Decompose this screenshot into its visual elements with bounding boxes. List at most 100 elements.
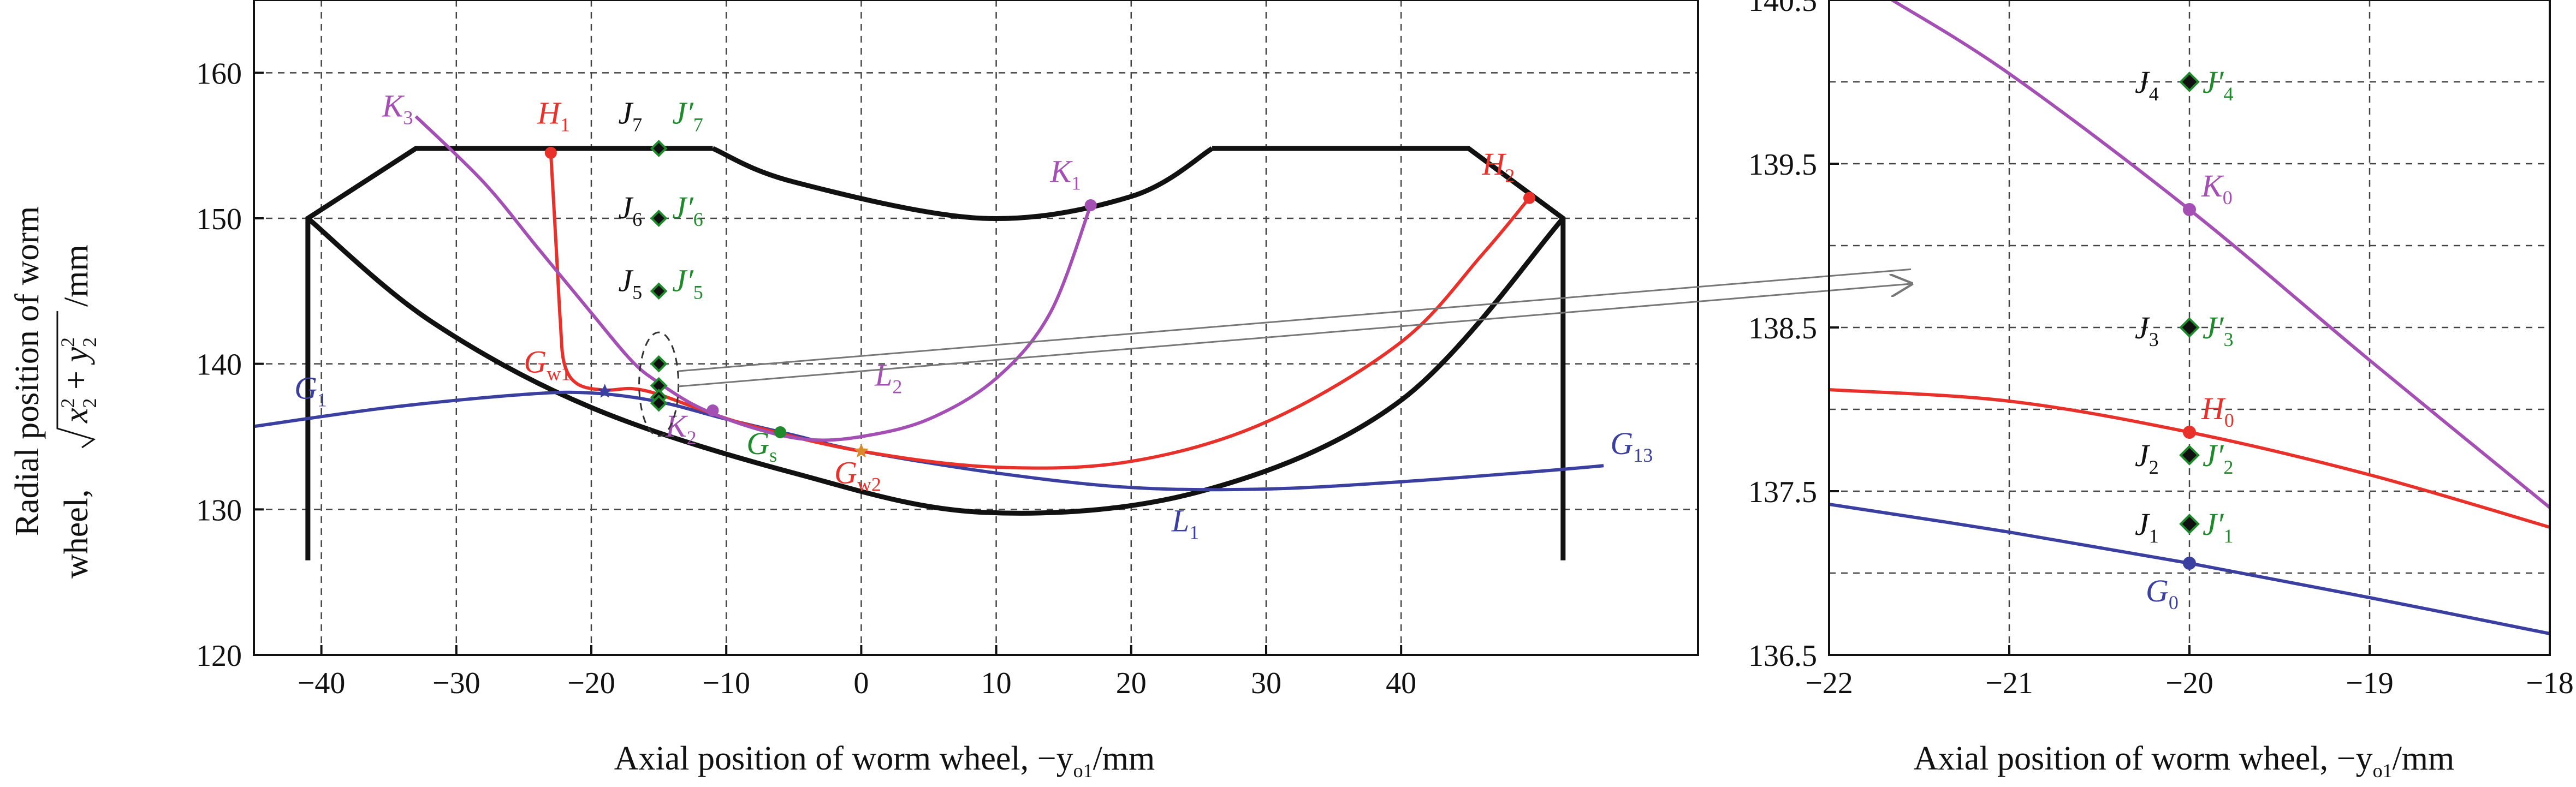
y-axis-label-line1: Radial position of worm bbox=[9, 206, 46, 536]
wheel-outline bbox=[305, 146, 1566, 561]
annotation-label: J6 bbox=[618, 190, 642, 230]
zoom-j-label: J4 bbox=[2135, 64, 2159, 105]
x-tick-label: 20 bbox=[1116, 666, 1147, 700]
y-tick-label: 120 bbox=[196, 639, 242, 673]
j-point-marker bbox=[650, 394, 668, 412]
x-tick-label: −30 bbox=[432, 666, 480, 700]
main-chart: K3 H1 J7 J′7 J6 J′6 J5 J′5 K1 H2 G1 Gw1 K2 Gs Gw2 L2 L1 G… bbox=[9, 0, 1911, 782]
y-tick-label: 137.5 bbox=[1748, 475, 1817, 509]
zoom-point-label: H0 bbox=[2201, 391, 2234, 431]
y-tick-label: 160 bbox=[196, 57, 242, 91]
annotation-label: J′5 bbox=[672, 263, 703, 303]
zoom-point-label: G0 bbox=[2146, 573, 2179, 613]
annotation-label: K3 bbox=[382, 88, 413, 128]
point-marker bbox=[1523, 192, 1536, 204]
y-tick-label: 139.5 bbox=[1748, 148, 1817, 182]
x-tick-label: 30 bbox=[1251, 666, 1281, 700]
y-tick-label: 140.5 bbox=[1748, 0, 1817, 18]
zoom-j-marker bbox=[2179, 71, 2200, 92]
j-point-marker bbox=[650, 140, 668, 157]
x-tick-label: −18 bbox=[2526, 666, 2574, 700]
series-blue bbox=[253, 390, 1604, 492]
svg-text:x22 + y22: x22 + y22 bbox=[57, 337, 100, 424]
zoom-points: K0 H0 G0 J4 J′4 J3 J′3 J2 J′2 J1 J′1 bbox=[2135, 64, 2234, 613]
outline-segment bbox=[306, 216, 1565, 516]
y-tick-label: 136.5 bbox=[1748, 639, 1817, 673]
annotation-label: J7 bbox=[618, 96, 642, 136]
svg-text:wheel,: wheel, bbox=[58, 489, 95, 579]
x-tick-label: −22 bbox=[1805, 666, 1853, 700]
main-ticks: −40 −30 −20 −10 0 10 20 30 40 120 130 140 150 160 bbox=[196, 57, 1416, 700]
annotation-label: J′6 bbox=[672, 190, 703, 230]
annotation-label: Gw1 bbox=[524, 344, 571, 385]
annotation-label: K1 bbox=[1049, 153, 1081, 194]
zoom-point-marker bbox=[2183, 203, 2196, 216]
annotation-label: Gs bbox=[746, 426, 777, 466]
j-point-marker bbox=[650, 210, 668, 227]
j-point-marker bbox=[650, 282, 668, 300]
y-tick-label: 150 bbox=[196, 202, 242, 236]
zoom-ticks: −22 −21 −20 −19 −18 136.5 137.5 138.5 139.5 140.5 bbox=[1748, 0, 2574, 700]
zoom-series-purple bbox=[1891, 0, 2551, 509]
zoom-jprime-label: J′3 bbox=[2203, 310, 2233, 350]
zoom-grid bbox=[1828, 0, 2551, 655]
zoom-jprime-label: J′1 bbox=[2203, 506, 2233, 547]
x-tick-label: −40 bbox=[298, 666, 346, 700]
zoom-x-axis-label: Axial position of worm wheel, −yo1/mm bbox=[1914, 740, 2455, 782]
zoom-j-marker bbox=[2179, 317, 2200, 338]
annotation-label: H2 bbox=[1481, 146, 1515, 187]
x-tick-label: 0 bbox=[853, 666, 869, 700]
point-marker bbox=[774, 426, 787, 438]
x-tick-label: −10 bbox=[702, 666, 750, 700]
zoom-j-marker bbox=[2179, 514, 2200, 534]
zoom-jprime-label: J′4 bbox=[2203, 64, 2233, 105]
x-tick-label: 40 bbox=[1386, 666, 1416, 700]
zoom-point-label: K0 bbox=[2201, 168, 2233, 208]
zoom-point-marker bbox=[2183, 426, 2196, 439]
zoom-j-label: J2 bbox=[2135, 438, 2159, 478]
outline-segment bbox=[1212, 146, 1566, 561]
main-grid bbox=[254, 0, 1698, 656]
annotation-label: L2 bbox=[874, 357, 902, 398]
main-x-axis-label: Axial position of worm wheel, −yo1/mm bbox=[614, 740, 1155, 782]
zoom-j-label: J1 bbox=[2135, 506, 2159, 547]
point-star bbox=[597, 384, 612, 398]
y-axis-label-line2: wheel, x22 + y22 /mm bbox=[56, 245, 100, 579]
annotation-label: L1 bbox=[1171, 503, 1199, 543]
main-points bbox=[544, 140, 1536, 457]
series-red bbox=[549, 152, 1531, 470]
annotation-label: J5 bbox=[618, 263, 642, 303]
annotation-label: K2 bbox=[665, 408, 697, 449]
series-purple bbox=[414, 115, 1093, 442]
zoom-j-label: J3 bbox=[2135, 310, 2159, 350]
y-tick-label: 138.5 bbox=[1748, 312, 1817, 345]
annotation-label: H1 bbox=[537, 96, 570, 136]
zoom-ellipse bbox=[638, 331, 680, 437]
zoom-jprime-label: J′2 bbox=[2203, 438, 2233, 478]
zoom-j-marker bbox=[2179, 445, 2200, 466]
annotation-label: G13 bbox=[1610, 426, 1653, 466]
x-tick-label: −20 bbox=[567, 666, 615, 700]
x-tick-label: −20 bbox=[2165, 666, 2213, 700]
annotation-label: G1 bbox=[294, 371, 327, 411]
outline-segment bbox=[305, 146, 713, 561]
x-tick-label: 10 bbox=[981, 666, 1012, 700]
j-point-marker bbox=[650, 355, 668, 373]
zoom-point-marker bbox=[2183, 557, 2196, 570]
x-tick-label: −19 bbox=[2346, 666, 2394, 700]
outline-segment bbox=[711, 146, 1214, 221]
svg-text:/mm: /mm bbox=[58, 245, 95, 307]
x-tick-label: −21 bbox=[1985, 666, 2033, 700]
point-star bbox=[854, 443, 869, 457]
main-labels: K3 H1 J7 J′7 J6 J′6 J5 J′5 K1 H2 G1 Gw1 K2 Gs Gw2 L2 L1 G… bbox=[294, 88, 1653, 543]
annotation-label: J′7 bbox=[672, 96, 703, 136]
zoom-arrow bbox=[678, 269, 1911, 387]
point-marker bbox=[1084, 199, 1097, 211]
y-tick-label: 130 bbox=[196, 493, 242, 527]
main-plot-frame bbox=[253, 0, 1699, 656]
y-tick-label: 140 bbox=[196, 348, 242, 382]
annotation-label: Gw2 bbox=[834, 455, 881, 495]
point-marker bbox=[707, 404, 719, 416]
